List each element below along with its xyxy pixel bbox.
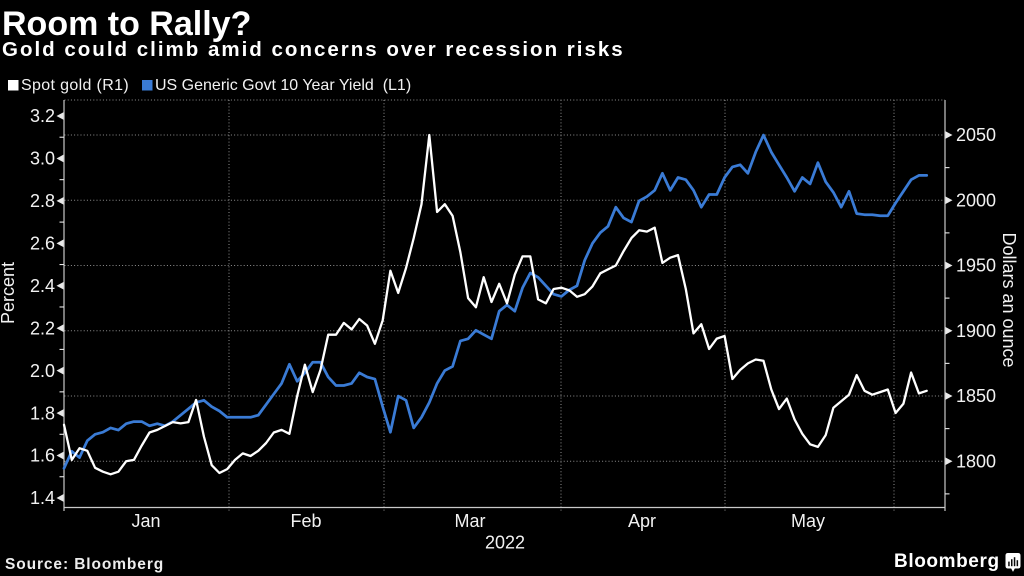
svg-text:2050: 2050 — [956, 125, 996, 145]
svg-text:2.2: 2.2 — [30, 318, 55, 338]
svg-text:1.8: 1.8 — [30, 403, 55, 423]
svg-text:Room to Rally?: Room to Rally? — [2, 5, 251, 43]
svg-text:Apr: Apr — [628, 511, 656, 531]
svg-text:Bloomberg: Bloomberg — [894, 551, 1000, 572]
svg-text:Source: Bloomberg: Source: Bloomberg — [5, 556, 164, 573]
svg-text:Feb: Feb — [290, 511, 321, 531]
svg-text:Jan: Jan — [131, 511, 160, 531]
svg-text:Mar: Mar — [455, 511, 486, 531]
svg-text:US Generic Govt 10 Year Yield: US Generic Govt 10 Year Yield (L1) — [155, 77, 411, 94]
svg-text:3.0: 3.0 — [30, 149, 55, 169]
svg-text:2.0: 2.0 — [30, 361, 55, 381]
svg-text:2.8: 2.8 — [30, 191, 55, 211]
svg-text:1850: 1850 — [956, 386, 996, 406]
svg-text:Spot gold (R1): Spot gold (R1) — [21, 77, 129, 94]
svg-text:Percent: Percent — [0, 262, 18, 324]
svg-text:Dollars an ounce: Dollars an ounce — [999, 232, 1019, 367]
svg-text:1950: 1950 — [956, 256, 996, 276]
svg-text:3.2: 3.2 — [30, 106, 55, 126]
svg-text:1.4: 1.4 — [30, 488, 55, 508]
svg-text:May: May — [791, 511, 825, 531]
svg-text:2.6: 2.6 — [30, 234, 55, 254]
svg-text:1800: 1800 — [956, 451, 996, 471]
svg-text:1900: 1900 — [956, 321, 996, 341]
svg-text:2022: 2022 — [485, 533, 525, 553]
svg-text:1.6: 1.6 — [30, 446, 55, 466]
svg-text:Gold could climb amid concerns: Gold could climb amid concerns over rece… — [2, 38, 625, 61]
svg-text:2.4: 2.4 — [30, 276, 55, 296]
svg-text:2000: 2000 — [956, 190, 996, 210]
